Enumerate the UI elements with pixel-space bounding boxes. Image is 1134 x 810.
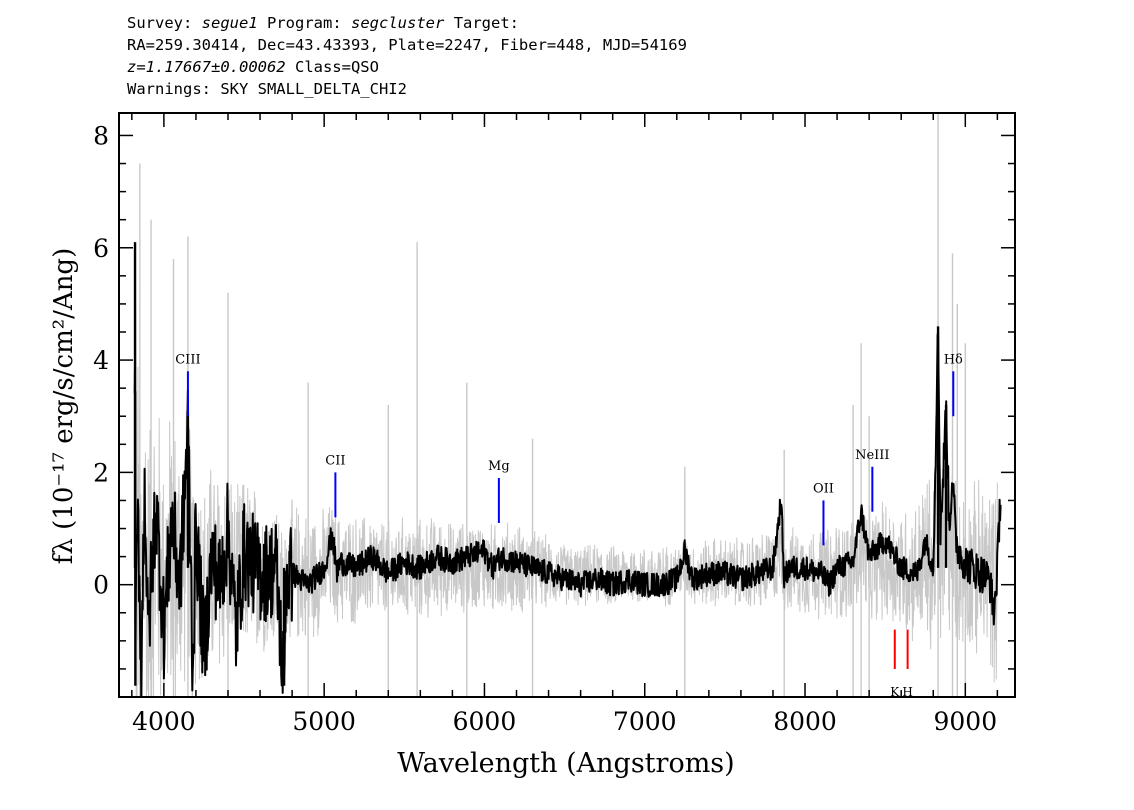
y-tick-label: 0	[93, 571, 109, 600]
y-tick-label: 4	[93, 346, 109, 375]
spectrum-header: Survey: segue1 Program: segcluster Targe…	[127, 12, 687, 100]
line-marker-label: NeIII	[855, 448, 889, 463]
header-warnings: Warnings: SKY SMALL_DELTA_CHI2	[127, 80, 407, 98]
flux-series-line	[134, 287, 1002, 697]
spectrum-series-group	[132, 113, 1002, 697]
header-coordinates: RA=259.30414, Dec=43.43393, Plate=2247, …	[127, 36, 687, 54]
x-tick-label: 5000	[292, 707, 356, 736]
x-tick-label: 4000	[132, 707, 196, 736]
header-line-1: Survey: segue1 Program: segcluster Targe…	[127, 12, 687, 34]
line-marker-label: K	[890, 685, 900, 699]
x-tick-label: 9000	[933, 707, 997, 736]
header-line-3: z=1.17667±0.00062 Class=QSO	[127, 56, 687, 78]
line-marker-label: H	[902, 685, 912, 699]
object-class: Class=QSO	[294, 58, 379, 76]
program-label: Program:	[267, 14, 342, 32]
x-axis-label: Wavelength (Angstroms)	[397, 748, 734, 779]
y-tick-label: 8	[93, 121, 109, 150]
line-marker-label: OII	[813, 481, 834, 496]
survey-label: Survey:	[127, 14, 193, 32]
survey-name: segue1	[201, 14, 258, 32]
line-marker-label: CIII	[175, 352, 200, 367]
line-marker-label: Hδ	[944, 352, 963, 367]
target-label: Target:	[453, 14, 520, 32]
plot-area: CIII CII Mg OII NeIII Hδ K H	[132, 113, 1002, 699]
plot-frame	[118, 112, 1016, 698]
x-tick-label: 7000	[613, 707, 677, 736]
line-marker-label: Mg	[488, 459, 510, 474]
axes: 4000 5000 6000 7000 8000 9000 0 2 4 6 8	[93, 112, 1016, 736]
line-marker-label: CII	[325, 453, 345, 468]
redshift-value: z=1.17667±0.00062	[127, 58, 286, 76]
y-tick-label: 2	[93, 458, 109, 487]
program-name: segcluster	[351, 14, 445, 32]
y-tick-label: 6	[93, 234, 109, 263]
x-tick-label: 8000	[773, 707, 837, 736]
y-axis-label: fλ (10⁻¹⁷ erg/s/cm²/Ang)	[49, 248, 79, 564]
x-tick-label: 6000	[453, 707, 517, 736]
